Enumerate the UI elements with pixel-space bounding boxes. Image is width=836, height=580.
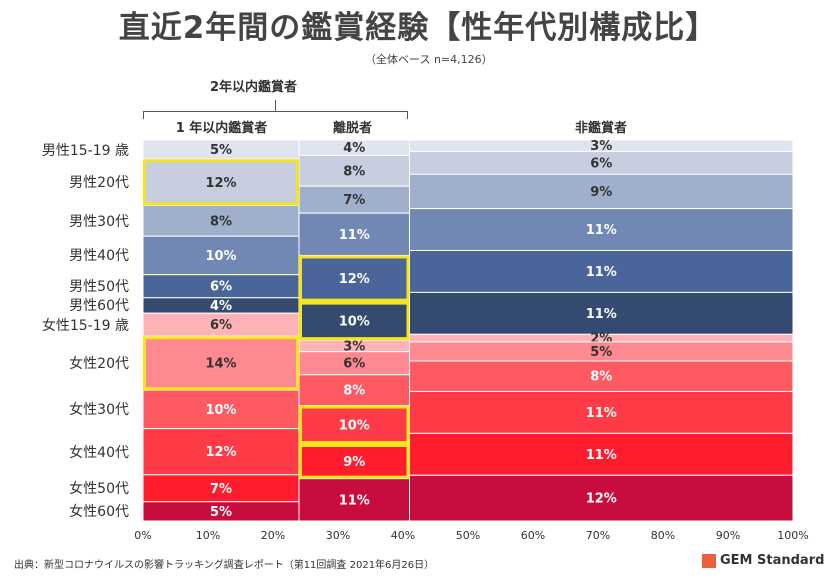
row-label-5: 男性60代 [69, 298, 129, 315]
group-bracket-stem [275, 100, 276, 111]
source-note: 出典：新型コロナウイルスの影響トラッキング調査レポート（第11回調査 2021年… [14, 560, 435, 571]
x-tick-label: 0% [134, 529, 151, 542]
x-tick-label: 80% [651, 529, 675, 542]
bar-segment-col2-row8 [409, 360, 794, 392]
chart-title: 直近2年間の鑑賞経験【性年代別構成比】 [118, 10, 718, 46]
bar-segment-col0-row3 [142, 235, 300, 276]
data-label-col1-row1: 8% [343, 164, 365, 179]
data-label-col1-row3: 11% [339, 228, 370, 243]
group-bracket-left [143, 111, 144, 119]
column-label-within-1yr: 1 年以内鑑賞者 [175, 121, 268, 136]
data-label-col1-row5: 10% [339, 314, 370, 329]
x-tick-label: 60% [521, 529, 545, 542]
bar-segment-col1-row11 [298, 478, 410, 522]
data-label-col1-row7: 6% [343, 357, 365, 372]
data-label-col2-row9: 11% [586, 406, 617, 421]
data-label-col1-row2: 7% [343, 193, 365, 208]
data-label-col1-row11: 11% [339, 493, 370, 508]
brand-logo: GEM Standard [702, 553, 824, 568]
row-label-8: 女性30代 [69, 402, 129, 419]
highlight-box-col0-row1 [143, 159, 299, 206]
data-label-col0-row5: 4% [210, 299, 232, 314]
group-label: 2年以内鑑賞者 [210, 80, 298, 95]
data-label-col2-row11: 12% [586, 492, 617, 507]
x-tick-label: 40% [391, 529, 415, 542]
bar-segment-col1-row4 [298, 254, 410, 303]
bar-segment-col0-row7 [142, 335, 300, 391]
data-label-col0-row0: 5% [210, 143, 232, 158]
bar-segment-col0-row8 [142, 389, 300, 430]
x-tick-label: 30% [326, 529, 350, 542]
row-label-0: 男性15-19 歳 [41, 142, 129, 159]
logo-text: GEM Standard [720, 553, 825, 568]
column-label-non-viewer: 非鑑賞者 [574, 121, 627, 136]
highlight-box-col1-row4 [299, 255, 410, 302]
bar-segment-col2-row9 [409, 390, 794, 434]
x-tick-label: 90% [716, 529, 740, 542]
x-tick-label: 10% [196, 529, 220, 542]
highlight-box-col1-row9 [299, 405, 410, 445]
data-label-col2-row1: 6% [590, 156, 612, 171]
bar-segment-col1-row3 [298, 212, 410, 256]
highlight-box-col1-row5 [299, 301, 410, 341]
row-label-11: 女性60代 [69, 504, 129, 521]
row-label-10: 女性50代 [69, 481, 129, 498]
data-label-col1-row4: 12% [339, 272, 370, 287]
bar-segment-col2-row4 [409, 249, 794, 293]
row-label-1: 男性20代 [69, 175, 129, 192]
data-label-col2-row7: 5% [590, 345, 612, 360]
group-bracket [143, 111, 408, 112]
data-label-col0-row1: 12% [205, 176, 236, 191]
data-label-col2-row0: 3% [590, 139, 612, 154]
bar-segment-col2-row2 [409, 173, 794, 210]
bar-segment-col2-row5 [409, 291, 794, 335]
bar-segment-col2-row3 [409, 208, 794, 251]
data-label-col1-row8: 8% [343, 384, 365, 399]
column-label-lapsed: 離脱者 [332, 121, 372, 136]
bar-segment-col0-row9 [142, 428, 300, 476]
x-tick-label: 20% [261, 529, 285, 542]
x-tick-label: 70% [586, 529, 610, 542]
row-label-7: 女性20代 [69, 356, 129, 373]
data-label-col2-row3: 11% [586, 223, 617, 238]
data-label-col0-row2: 8% [210, 214, 232, 229]
data-label-col0-row4: 6% [210, 280, 232, 295]
data-label-col0-row9: 12% [205, 445, 236, 460]
row-label-2: 男性30代 [69, 213, 129, 230]
data-label-col2-row5: 11% [586, 307, 617, 322]
row-label-3: 男性40代 [69, 248, 129, 265]
data-label-col0-row8: 10% [205, 403, 236, 418]
data-label-col2-row4: 11% [586, 265, 617, 280]
bar-segment-col0-row2 [142, 204, 300, 237]
bar-segment-col1-row10 [298, 443, 410, 480]
x-tick-label: 100% [777, 529, 808, 542]
highlight-box-col1-row10 [299, 444, 410, 479]
group-bracket-right [407, 111, 408, 119]
highlight-box-col0-row7 [143, 336, 299, 391]
data-label-col2-row2: 9% [590, 185, 612, 200]
data-label-col1-row0: 4% [343, 141, 365, 156]
data-label-col1-row6: 3% [343, 339, 365, 354]
logo-mark-icon [702, 553, 716, 568]
data-label-col0-row10: 7% [210, 482, 232, 497]
data-label-col1-row10: 9% [343, 455, 365, 470]
data-label-col2-row8: 8% [590, 370, 612, 385]
chart-subtitle: （全体ベース n=4,126） [365, 53, 493, 66]
data-label-col0-row11: 5% [210, 505, 232, 520]
data-label-col0-row7: 14% [205, 357, 236, 372]
data-label-col0-row6: 6% [210, 318, 232, 333]
x-tick-label: 50% [456, 529, 480, 542]
data-label-col2-row10: 11% [586, 448, 617, 463]
bar-segment-col1-row9 [298, 405, 410, 445]
bar-segment-col0-row10 [142, 474, 300, 503]
row-label-6: 女性15-19 歳 [41, 317, 129, 334]
data-label-col1-row9: 10% [339, 418, 370, 433]
row-label-4: 男性50代 [69, 279, 129, 296]
row-label-9: 女性40代 [69, 444, 129, 461]
data-label-col0-row3: 10% [205, 249, 236, 264]
bar-segment-col2-row11 [409, 474, 794, 522]
